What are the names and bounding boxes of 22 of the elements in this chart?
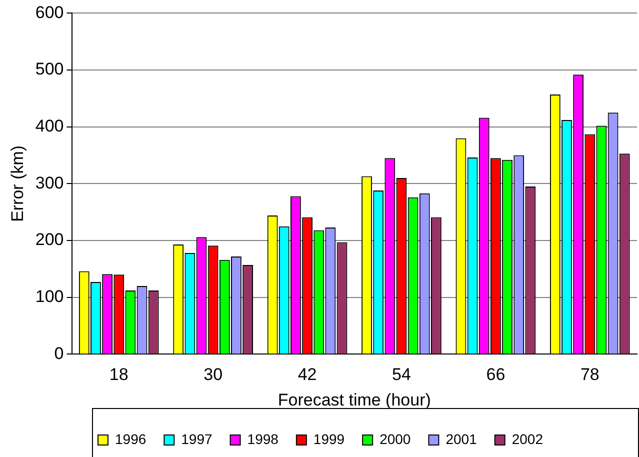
x-tick-label: 78 — [580, 365, 600, 384]
y-axis-title: Error (km) — [8, 145, 27, 222]
legend-label: 1996 — [114, 430, 146, 447]
legend-label: 1997 — [181, 430, 212, 447]
legend-label: 2002 — [512, 430, 544, 447]
y-tick-label: 600 — [35, 2, 64, 22]
y-tick-label: 100 — [35, 287, 64, 306]
y-tick-label: 0 — [54, 344, 64, 363]
y-tick-label: 200 — [35, 230, 64, 250]
legend-label: 1998 — [247, 430, 279, 447]
x-tick-label: 30 — [204, 365, 223, 384]
legend-label: 2001 — [446, 430, 478, 447]
legend-label: 1999 — [313, 430, 345, 447]
legend-label: 2000 — [380, 430, 411, 447]
x-axis-title: Forecast time (hour) — [278, 390, 431, 410]
y-tick-label: 400 — [35, 116, 64, 136]
y-tick-label: 500 — [35, 60, 64, 79]
y-tick-label: 300 — [35, 173, 64, 192]
x-tick-label: 42 — [298, 365, 317, 384]
x-tick-label: 54 — [392, 365, 411, 384]
x-tick-label: 18 — [109, 365, 128, 384]
x-tick-label: 66 — [486, 365, 506, 384]
